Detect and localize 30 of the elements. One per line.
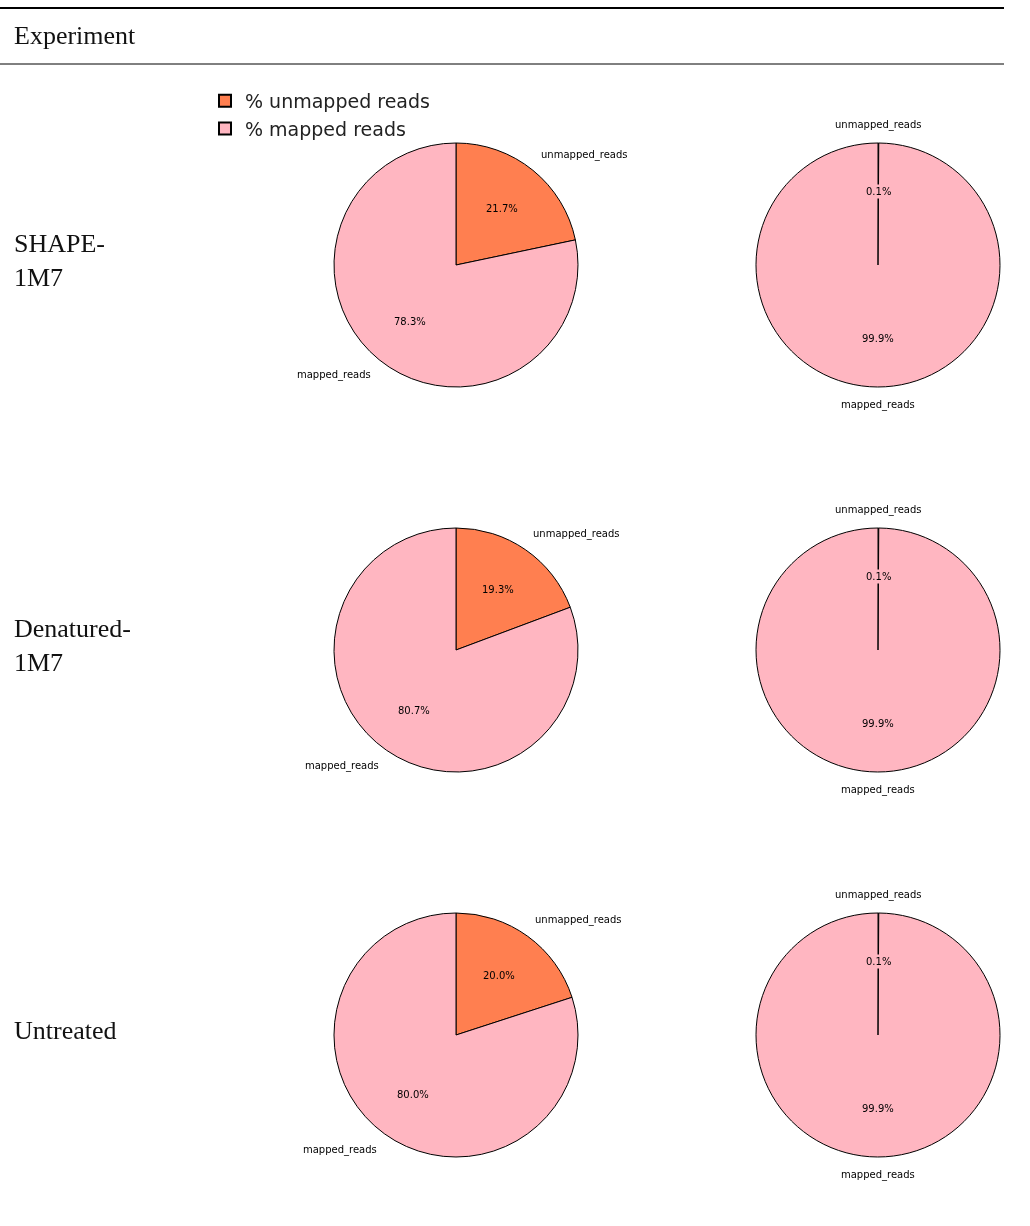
- text: Denatured- 1M7: [14, 614, 131, 677]
- slice-label: unmapped_reads: [533, 528, 620, 540]
- data-label: 0.1%: [866, 186, 892, 197]
- slice-label: mapped_reads: [303, 1144, 377, 1156]
- data-label: 0.1%: [866, 956, 892, 967]
- slice-label: unmapped_reads: [835, 504, 922, 516]
- slice-label: mapped_reads: [841, 1169, 915, 1181]
- data-label: 99.9%: [862, 1103, 894, 1114]
- text: Untreated: [14, 1016, 117, 1045]
- data-label: 80.7%: [398, 705, 430, 716]
- data-label: 0.1%: [866, 571, 892, 582]
- data-label: 20.0%: [483, 970, 515, 981]
- slice-label: unmapped_reads: [835, 119, 922, 131]
- slice-label: mapped_reads: [841, 784, 915, 796]
- data-label: 21.7%: [486, 203, 518, 214]
- data-label: 19.3%: [482, 584, 514, 595]
- data-label: 99.9%: [862, 333, 894, 344]
- slice-label: mapped_reads: [305, 760, 379, 772]
- legend-label: % unmapped reads: [245, 90, 430, 113]
- legend-label: % mapped reads: [245, 117, 406, 140]
- data-label: 99.9%: [862, 718, 894, 729]
- text: mapped_reads: [297, 369, 371, 381]
- data-label: 80.0%: [397, 1089, 429, 1100]
- text: SHAPE- 1M7: [14, 229, 106, 292]
- slice-label: unmapped_reads: [835, 889, 922, 901]
- slice-label: mapped_reads: [841, 399, 915, 411]
- slice-label: unmapped_reads: [535, 914, 622, 926]
- text: Experiment: [14, 21, 137, 50]
- text: unmapped_reads: [541, 149, 628, 161]
- data-label: 78.3%: [394, 316, 426, 327]
